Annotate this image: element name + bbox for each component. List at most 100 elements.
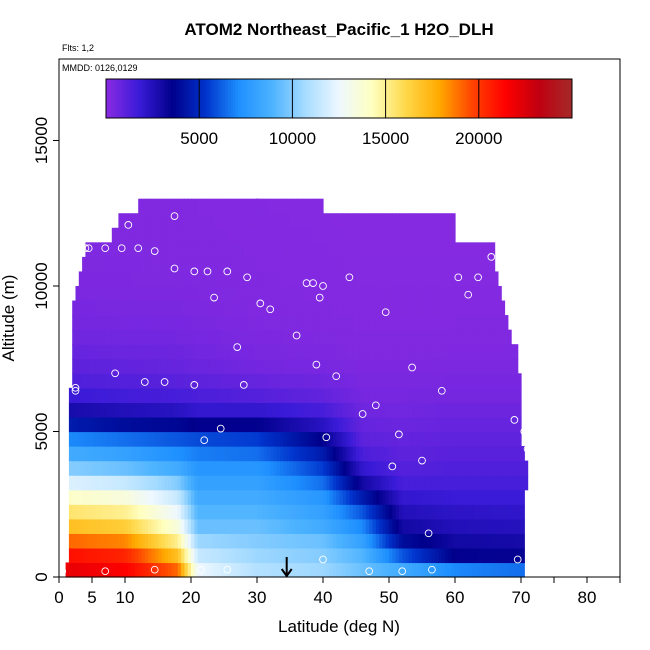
- curtain-cell: [78, 329, 83, 345]
- colorbar-swatch: [315, 79, 319, 118]
- curtain-cell: [85, 402, 90, 418]
- curtain-cell: [260, 489, 265, 505]
- curtain-cell: [220, 213, 225, 229]
- curtain-cell: [174, 475, 179, 491]
- curtain-cell: [303, 562, 308, 578]
- curtain-cell: [257, 533, 261, 549]
- curtain-cell: [131, 489, 136, 505]
- sample-point: [140, 378, 149, 386]
- curtain-cell: [511, 547, 515, 564]
- curtain-cell: [273, 387, 278, 403]
- curtain-cell: [517, 562, 522, 578]
- curtain-cell: [266, 198, 271, 214]
- curtain-cell: [359, 271, 364, 287]
- curtain-cell: [468, 446, 473, 462]
- colorbar-swatch: [206, 79, 211, 118]
- colorbar-swatch: [276, 79, 280, 118]
- curtain-cell: [504, 431, 509, 447]
- curtain-cell: [359, 242, 364, 258]
- curtain-cell: [273, 242, 278, 258]
- curtain-cell: [237, 358, 242, 374]
- curtain-cell: [95, 547, 100, 564]
- curtain-cell: [115, 285, 119, 302]
- curtain-cell: [365, 256, 370, 273]
- curtain-cell: [161, 489, 166, 505]
- curtain-cell: [385, 547, 390, 564]
- curtain-cell: [227, 213, 232, 229]
- curtain-cell: [111, 431, 116, 447]
- curtain-cell: [313, 256, 317, 273]
- curtain-cell: [263, 329, 268, 345]
- curtain-cell: [82, 300, 86, 316]
- colorbar-swatch: [230, 79, 234, 118]
- curtain-cell: [144, 416, 149, 433]
- curtain-cell: [187, 198, 192, 214]
- curtain-cell: [217, 358, 222, 374]
- curtain-cell: [412, 562, 416, 578]
- curtain-cell: [75, 416, 80, 433]
- curtain-cell: [484, 460, 489, 476]
- curtain-cell: [445, 242, 449, 258]
- curtain-cell: [362, 504, 367, 520]
- curtain-cell: [207, 213, 212, 229]
- curtain-cell: [478, 562, 482, 578]
- curtain-cell: [299, 562, 304, 578]
- curtain-cell: [319, 285, 324, 302]
- curtain-cell: [243, 198, 248, 214]
- curtain-cell: [395, 344, 400, 360]
- curtain-cell: [290, 329, 294, 345]
- curtain-cell: [118, 213, 123, 229]
- curtain-cell: [233, 271, 238, 287]
- curtain-cell: [375, 446, 380, 462]
- sample-point: [84, 244, 93, 253]
- curtain-cell: [418, 431, 423, 447]
- curtain-cell: [329, 387, 334, 403]
- curtain-cell: [217, 518, 222, 534]
- curtain-cell: [458, 460, 463, 476]
- curtain-cell: [458, 300, 463, 316]
- sample-point: [292, 331, 301, 340]
- curtain-cell: [108, 431, 113, 447]
- sample-point: [243, 273, 251, 282]
- curtain-cell: [184, 431, 189, 447]
- colorbar-swatch: [326, 79, 330, 118]
- curtain-cell: [412, 431, 416, 447]
- curtain-cell: [243, 504, 248, 520]
- curtain-cell: [398, 416, 403, 433]
- curtain-cell: [148, 402, 152, 418]
- curtain-cell: [68, 533, 73, 549]
- curtain-cell: [488, 358, 492, 374]
- curtain-cell: [200, 402, 205, 418]
- curtain-cell: [253, 227, 258, 243]
- curtain-cell: [431, 213, 436, 229]
- curtain-cell: [85, 358, 90, 374]
- curtain-cell: [375, 315, 380, 331]
- curtain-cell: [316, 271, 321, 287]
- curtain-cell: [474, 387, 479, 403]
- curtain-cell: [210, 402, 215, 418]
- curtain-cell: [326, 518, 331, 534]
- curtain-cell: [194, 460, 199, 476]
- curtain-cell: [92, 285, 96, 302]
- curtain-cell: [220, 533, 225, 549]
- curtain-cell: [481, 344, 486, 360]
- curtain-cell: [425, 460, 430, 476]
- curtain-cell: [227, 358, 232, 374]
- curtain-cell: [346, 256, 350, 273]
- curtain-cell: [128, 213, 133, 229]
- curtain-cell: [478, 431, 482, 447]
- curtain-cell: [402, 547, 407, 564]
- curtain-cell: [191, 198, 195, 214]
- colorbar-swatch: [408, 79, 412, 118]
- curtain-cell: [243, 285, 248, 302]
- curtain-cell: [389, 285, 393, 302]
- curtain-cell: [128, 562, 133, 578]
- curtain-cell: [299, 446, 304, 462]
- curtain-cell: [237, 460, 242, 476]
- curtain-cell: [191, 242, 195, 258]
- curtain-cell: [217, 416, 222, 433]
- curtain-cell: [237, 242, 242, 258]
- curtain-cell: [438, 387, 443, 403]
- curtain-cell: [260, 213, 265, 229]
- curtain-cell: [435, 256, 440, 273]
